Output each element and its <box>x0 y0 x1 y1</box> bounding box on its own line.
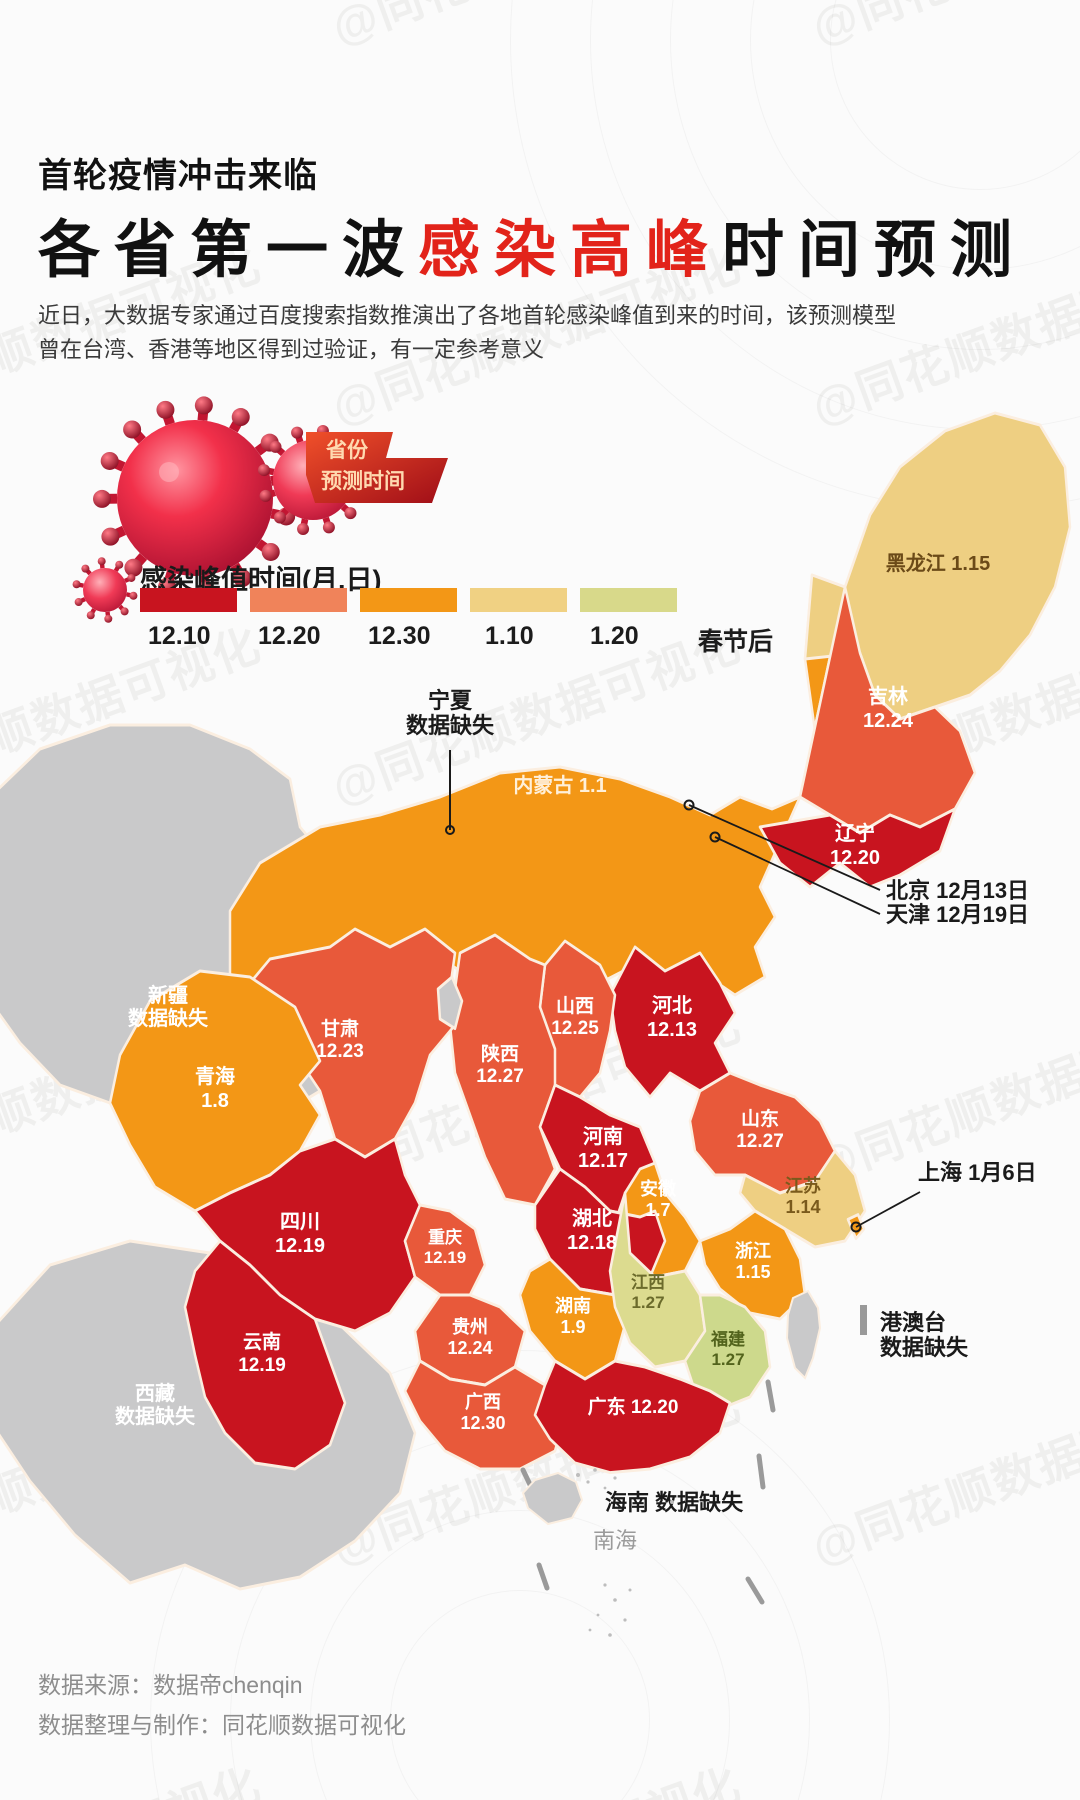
svg-text:江西1.27: 江西 1.27 <box>631 1273 665 1312</box>
svg-text:上海 1月6日: 上海 1月6日 <box>918 1160 1037 1185</box>
svg-text:北京 12月13日: 北京 12月13日 <box>886 878 1029 903</box>
svg-text:海南 数据缺失: 海南 数据缺失 <box>605 1490 744 1515</box>
svg-text:港澳台数据缺失: 港澳台数据缺失 <box>880 1310 969 1360</box>
svg-text:广东 12.20: 广东 12.20 <box>588 1395 679 1418</box>
svg-text:南海: 南海 <box>593 1528 637 1553</box>
svg-text:内蒙古 1.1: 内蒙古 1.1 <box>513 773 606 797</box>
svg-text:黑龙江 1.15: 黑龙江 1.15 <box>886 551 990 575</box>
svg-text:天津 12月19日: 天津 12月19日 <box>886 902 1029 927</box>
svg-text:宁夏数据缺失: 宁夏数据缺失 <box>406 688 495 738</box>
